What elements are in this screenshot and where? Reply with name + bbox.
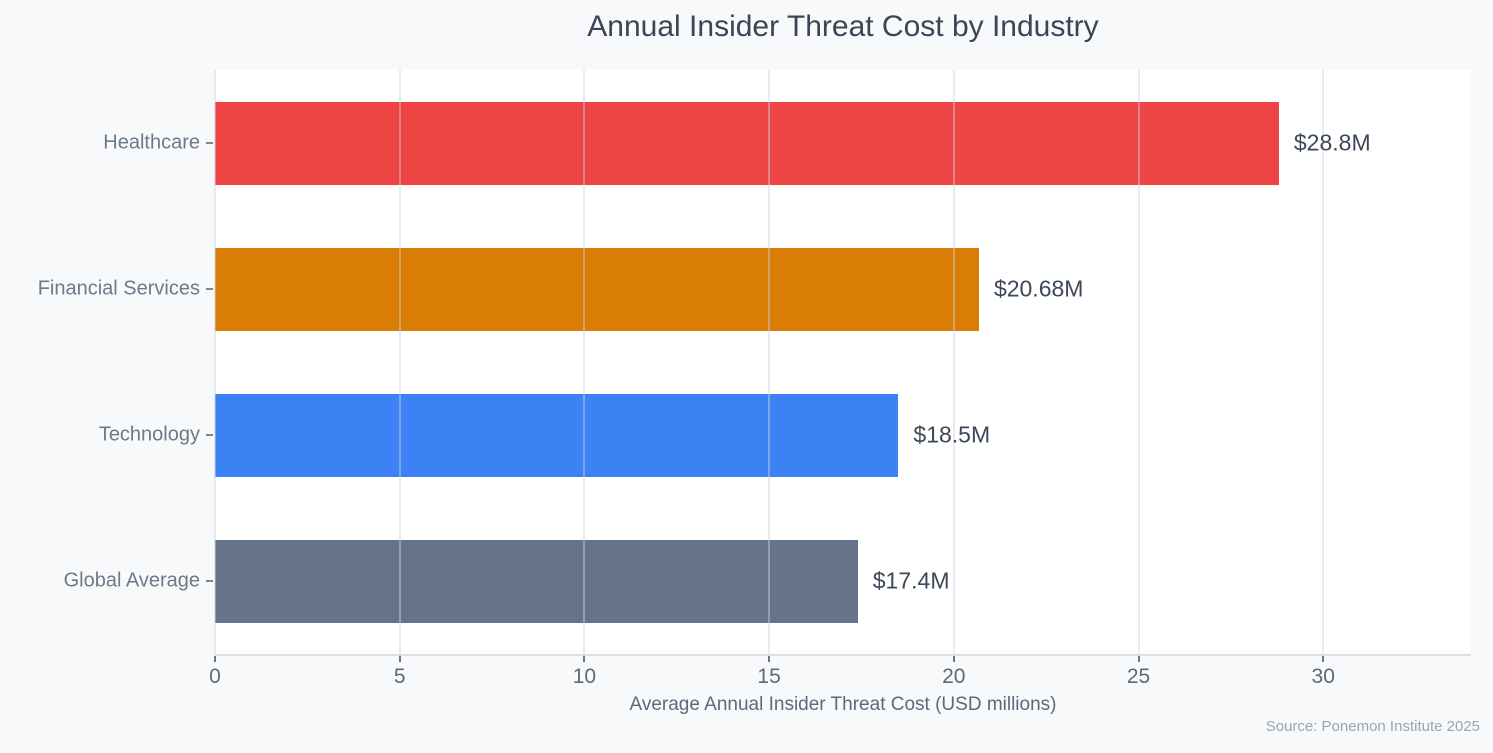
grid-line <box>583 70 586 654</box>
x-tick-mark <box>952 656 955 662</box>
x-tick-mark <box>1322 656 1325 662</box>
value-label: $17.4M <box>872 567 950 594</box>
y-tick-mark <box>206 434 213 436</box>
y-tick-mark <box>206 580 213 582</box>
y-tick-mark <box>206 142 213 144</box>
x-tick-mark <box>1137 656 1140 662</box>
value-label: $18.5M <box>913 421 991 448</box>
bar-financial-services <box>215 247 979 331</box>
grid-line <box>214 70 216 654</box>
value-label: $20.68M <box>993 275 1084 302</box>
x-tick-label: 0 <box>209 665 221 688</box>
value-label: $28.8M <box>1293 129 1371 156</box>
grid-line <box>952 70 955 654</box>
x-tick-label: 5 <box>393 665 406 688</box>
x-tick-label: 20 <box>942 665 966 688</box>
chart-title: Annual Insider Threat Cost by Industry <box>587 10 1099 43</box>
x-axis-line <box>215 654 1471 656</box>
bar-technology <box>215 393 899 477</box>
category-label: Financial Services <box>37 277 200 300</box>
category-label: Technology <box>98 423 200 446</box>
grid-line <box>1137 70 1140 654</box>
source-note: Source: Ponemon Institute 2025 <box>1265 718 1480 735</box>
grid-line <box>398 70 401 654</box>
x-tick-label: 25 <box>1126 665 1151 688</box>
x-tick-label: 10 <box>572 665 597 688</box>
grid-line <box>1322 70 1325 654</box>
x-tick-mark <box>583 656 586 662</box>
bar-healthcare <box>215 101 1279 185</box>
x-tick-label: 15 <box>757 665 781 688</box>
grid-line <box>768 70 771 654</box>
category-label: Global Average <box>63 569 200 592</box>
x-tick-mark <box>768 656 771 662</box>
x-axis-title: Average Annual Insider Threat Cost (USD … <box>629 694 1057 715</box>
category-label: Healthcare <box>103 131 200 154</box>
bar-global-average <box>215 539 858 623</box>
y-tick-mark <box>206 288 213 290</box>
plot-area <box>214 70 1471 654</box>
x-tick-mark <box>214 656 216 662</box>
x-tick-label: 30 <box>1311 665 1335 688</box>
x-tick-mark <box>398 656 401 662</box>
